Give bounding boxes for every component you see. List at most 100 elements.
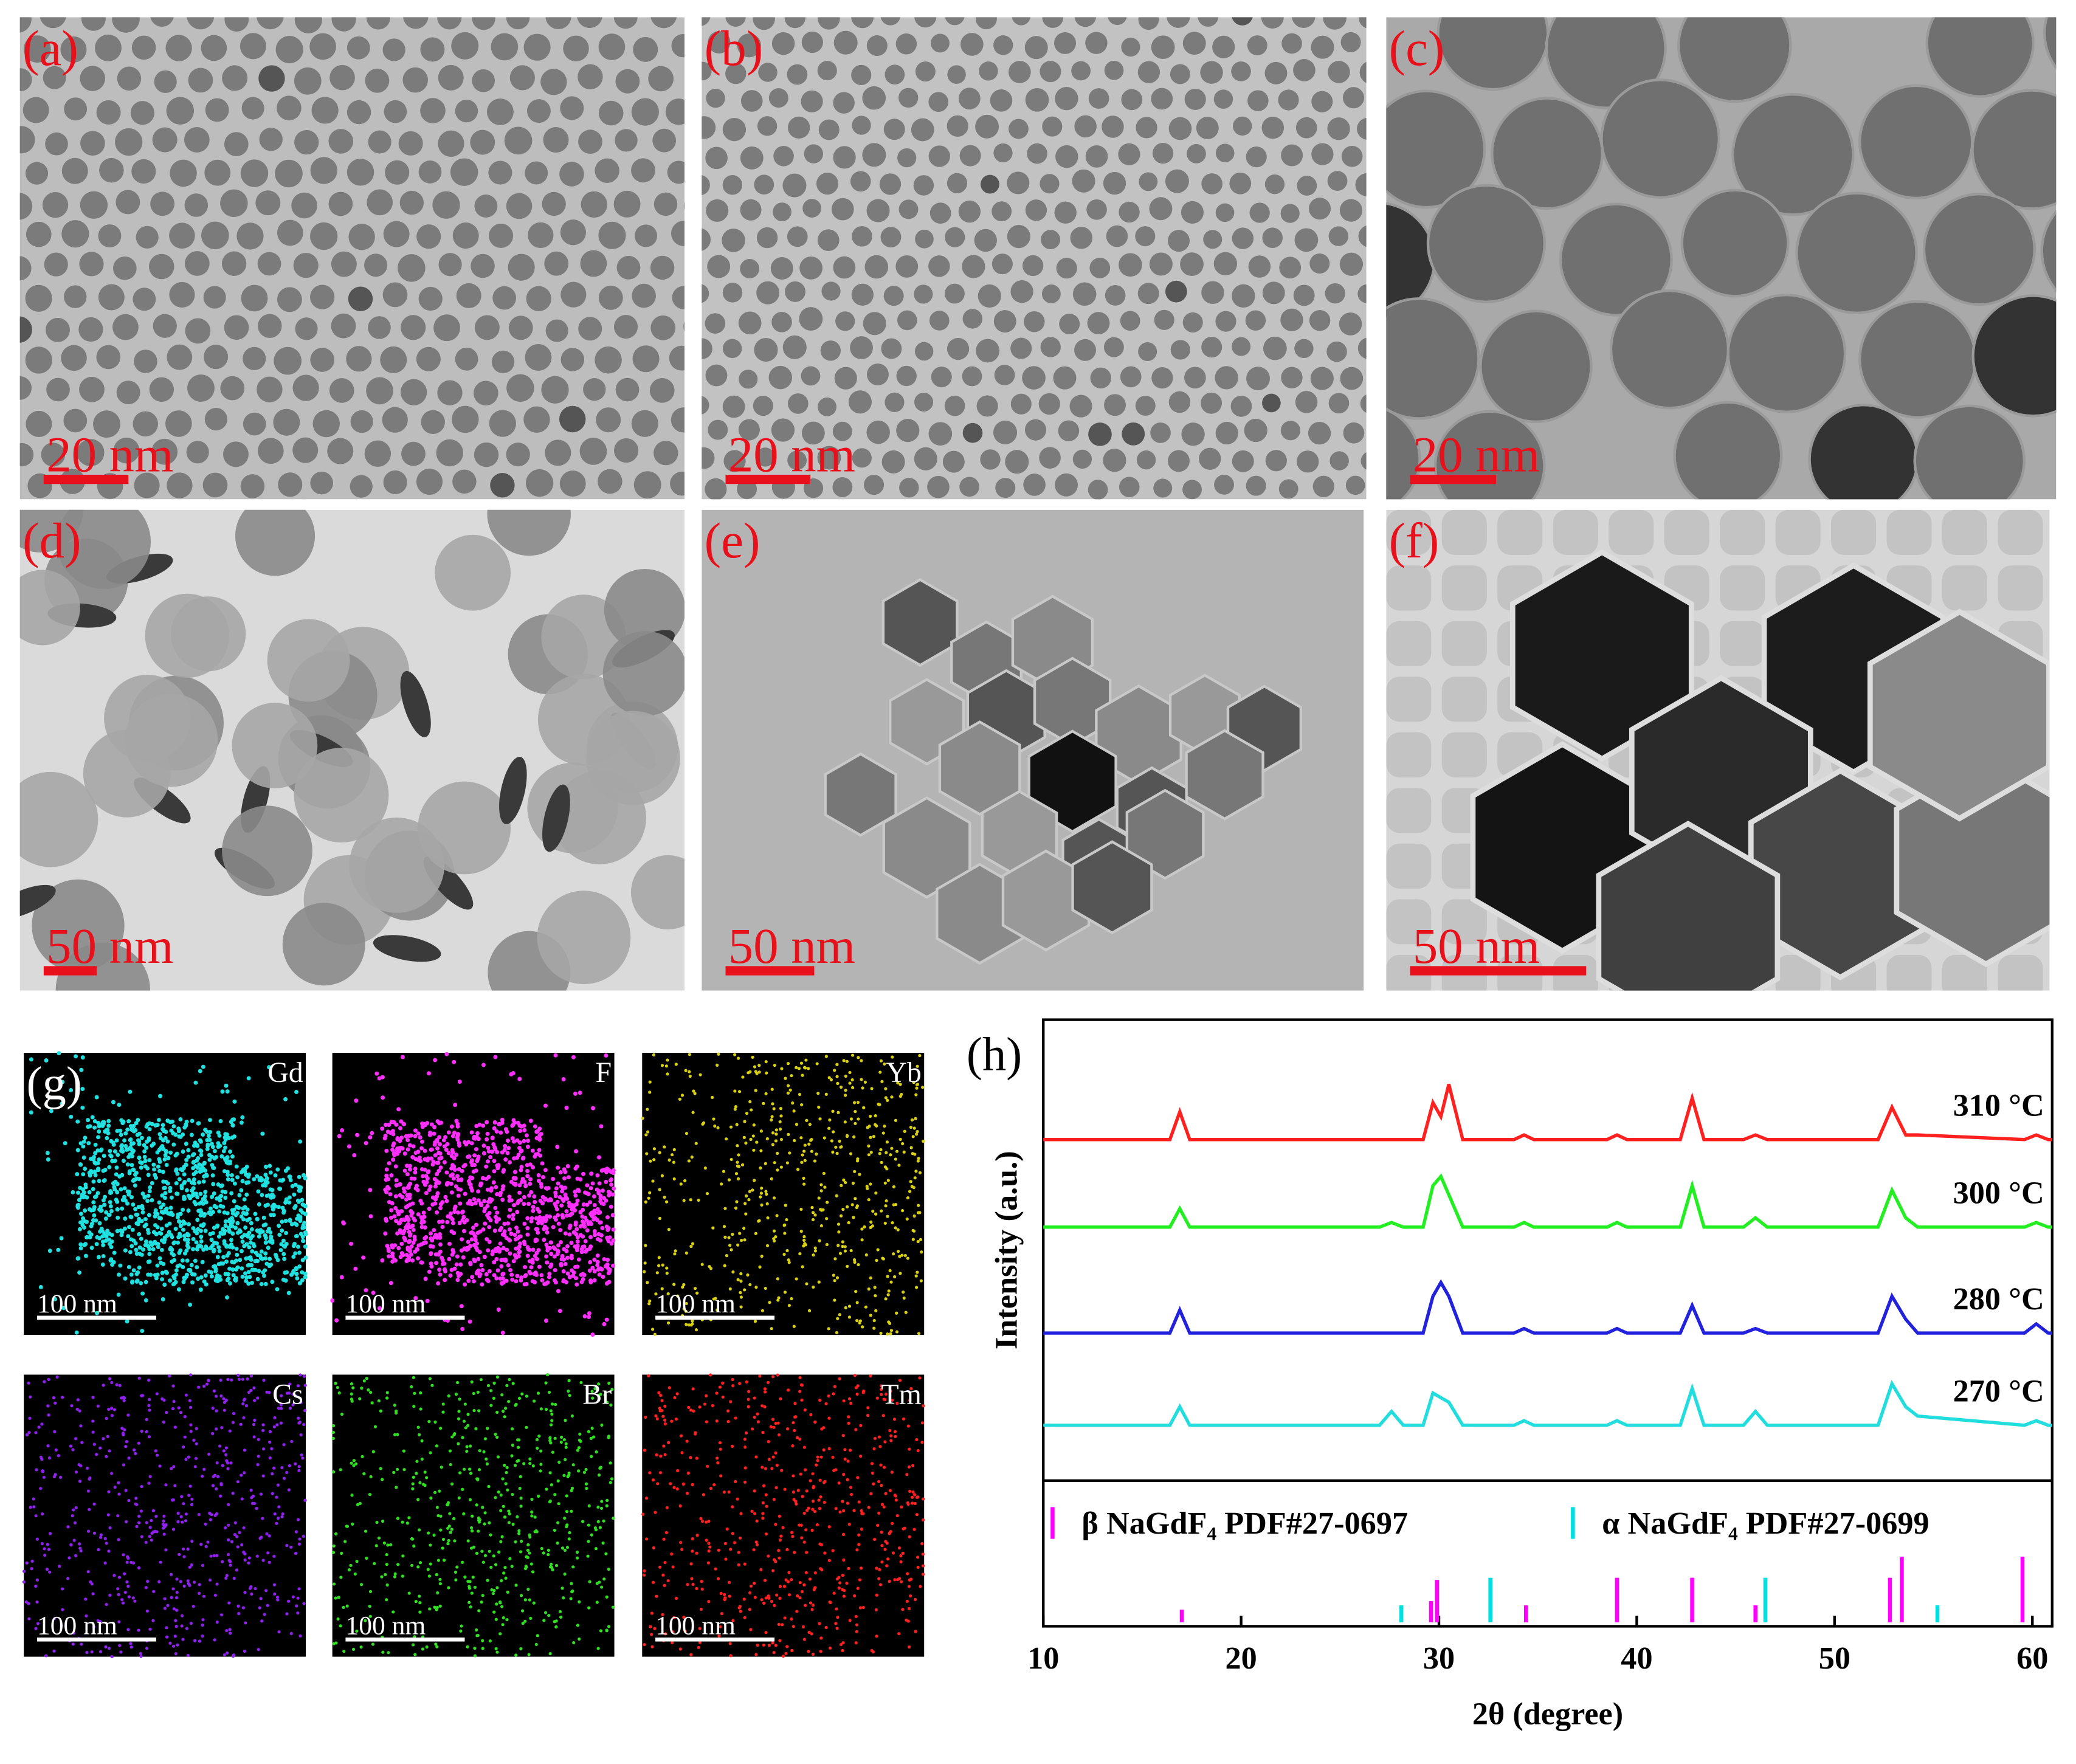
nanoparticle [1090,367,1111,389]
eds-dot [302,1374,306,1378]
eds-dot [565,1509,569,1514]
eds-dot [297,1174,302,1179]
eds-dot [79,1549,83,1552]
nanoparticle [19,68,32,91]
eds-dot [387,1254,391,1259]
eds-dot [249,1263,254,1267]
eds-dot [425,1645,429,1649]
nanoparticle [1359,61,1367,83]
eds-dot [869,1114,872,1118]
nanoparticle [1168,230,1190,252]
eds-dot [852,1135,856,1139]
eds-dot [178,1134,183,1139]
eds-dot [244,1192,249,1197]
eds-dot [455,1278,460,1283]
nanoparticle [452,405,479,433]
nanoparticle [1009,61,1031,83]
nanoparticle [613,315,638,339]
eds-dot [189,1373,193,1377]
eds-dot [164,1162,169,1167]
eds-dot [748,1283,752,1287]
nanoparticle [1055,145,1078,168]
nanoparticle [1328,61,1350,83]
eds-dot [267,1440,272,1444]
eds-dot [801,1265,804,1269]
eds-dot [282,1476,286,1480]
eds-dot [234,1164,239,1169]
eds-dot [485,1457,488,1461]
nanoparticle [1213,89,1233,109]
eds-dot [436,1281,441,1286]
eds-dot [107,1407,111,1411]
eds-dot [492,1554,495,1558]
nanoparticle [420,37,445,62]
eds-dot [229,1191,234,1196]
eds-dot [757,1064,761,1067]
eds-dot [607,1267,612,1272]
eds-dot [211,1432,215,1436]
eds-dot [334,1596,337,1600]
eds-dot [418,1594,421,1598]
eds-dot [138,1160,143,1165]
nanoparticle [368,316,391,339]
eds-dot [195,1247,199,1252]
eds-dot [178,1248,183,1253]
nanoparticle [133,288,156,311]
eds-dot [607,1190,612,1195]
eds-dot [449,1154,454,1159]
eds-dot [105,1542,108,1545]
eds-dot [137,1131,142,1136]
eds-dot [525,1226,530,1231]
nanoparticle [784,17,806,29]
eds-dot [508,1160,512,1165]
nanoparticle [187,374,215,402]
eds-dot [152,1167,157,1172]
eds-dot [222,1239,227,1244]
eds-dot [128,1137,133,1142]
eds-dot [240,1239,245,1244]
eds-dot [773,1063,776,1067]
eds-dot [447,1394,450,1398]
eds-dot [791,1101,795,1105]
eds-dot [693,1286,697,1290]
eds-dot [249,1488,253,1492]
nanoparticle [1010,280,1033,303]
nanoparticle [1359,17,1367,29]
eds-dot [390,1148,395,1152]
eds-dot [517,1529,521,1532]
eds-dot [280,1394,283,1397]
eds-dot [226,1461,230,1465]
eds-dot [134,1497,138,1500]
eds-dot [157,1169,162,1174]
eds-dot [246,1270,251,1275]
eds-dot [490,1135,495,1140]
nanoparticle [19,376,32,400]
eds-dot [863,1225,866,1228]
eds-dot [449,1531,452,1534]
eds-dot [80,1055,85,1060]
eds-dot [401,1520,404,1524]
eds-dot [540,1201,545,1205]
eds-dot [708,1265,711,1269]
eds-dot [651,1179,655,1183]
nanoparticle [1181,201,1204,224]
eds-dot [427,1188,432,1192]
eds-dot [195,1218,200,1222]
eds-dot [53,1430,57,1433]
eds-dot [610,1192,615,1197]
nanoparticle [560,219,586,246]
eds-dot [181,1149,185,1154]
eds-dot [644,1133,648,1137]
eds-dot [168,1374,171,1378]
eds-dot [115,1207,120,1212]
eds-dot [293,1182,298,1187]
eds-dot [511,1216,516,1221]
eds-dot [570,1509,573,1513]
nanoparticle [1055,87,1078,111]
eds-dot [918,1211,922,1214]
nanoparticle [1168,450,1190,472]
nanoparticle [914,447,937,470]
eds-dot [187,1222,191,1227]
eds-dot [648,1090,652,1094]
